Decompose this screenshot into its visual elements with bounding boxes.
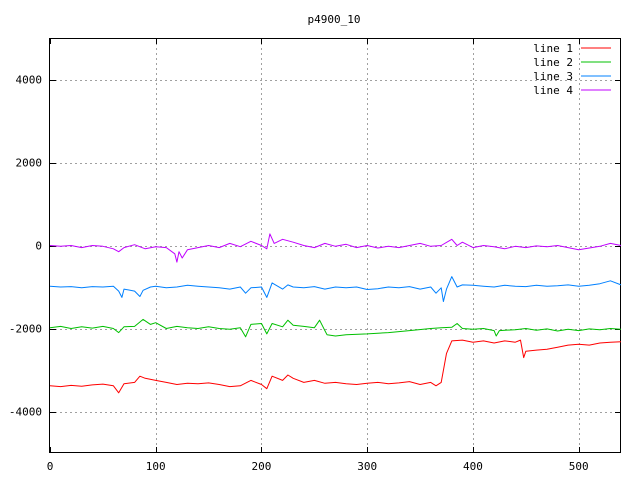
grid-lines (50, 38, 621, 453)
x-tick-label: 400 (463, 460, 483, 473)
series-line-1 (49, 339, 622, 394)
x-tick-label: 100 (146, 460, 166, 473)
series-line-4 (49, 233, 622, 263)
series-line-2 (49, 318, 622, 338)
x-tick-label: 200 (252, 460, 272, 473)
y-tick-label: -4000 (9, 406, 42, 419)
x-tick-label: 0 (47, 460, 54, 473)
series-lines (49, 233, 622, 394)
y-tick-label: 2000 (16, 157, 43, 170)
y-tick-label: 0 (35, 240, 42, 253)
y-tick-label: -2000 (9, 323, 42, 336)
legend-label-2: line 2 (533, 56, 573, 69)
chart-title: p4900_10 (308, 13, 361, 26)
axis-ticks: 0 100 200 300 400 500 -4000 -2000 0 2000 4000 (9, 38, 621, 473)
legend-label-4: line 4 (533, 84, 573, 97)
series-line-3 (49, 276, 622, 302)
legend-label-1: line 1 (533, 42, 573, 55)
x-tick-label: 300 (357, 460, 377, 473)
x-tick-label: 500 (569, 460, 589, 473)
y-tick-label: 4000 (16, 74, 43, 87)
plot-frame (49, 38, 621, 453)
legend-label-3: line 3 (533, 70, 573, 83)
